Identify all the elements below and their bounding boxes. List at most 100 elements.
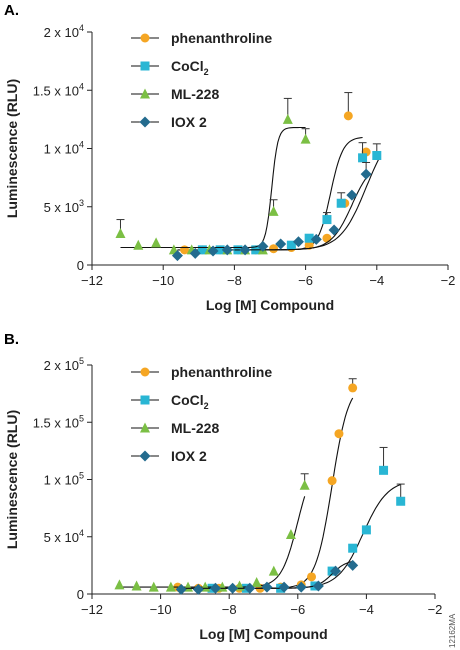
data-point bbox=[372, 150, 382, 160]
panel-label: B. bbox=[4, 331, 19, 348]
x-axis-title: Log [M] Compound bbox=[199, 626, 327, 642]
legend-label: ML-228 bbox=[171, 420, 219, 436]
y-tick-label: 1.5 x 105 bbox=[33, 413, 84, 430]
series-iox-2 bbox=[171, 161, 372, 262]
data-point bbox=[197, 245, 207, 255]
y-tick-label: 0 bbox=[77, 258, 84, 273]
data-point bbox=[115, 228, 126, 239]
fit-curve bbox=[120, 126, 306, 249]
y-tick-label: 2 x 104 bbox=[44, 23, 84, 40]
series-cocl2 bbox=[207, 446, 406, 593]
data-point bbox=[292, 236, 304, 248]
y-axis-title: Luminescence (RLU) bbox=[4, 79, 20, 218]
data-point bbox=[221, 244, 233, 256]
data-point bbox=[285, 528, 296, 539]
data-point bbox=[269, 244, 279, 254]
data-point bbox=[358, 153, 368, 163]
legend-label: CoCl2 bbox=[171, 392, 209, 411]
data-point bbox=[322, 215, 332, 225]
data-point bbox=[347, 559, 359, 571]
data-point bbox=[328, 224, 340, 236]
legend-label: IOX 2 bbox=[171, 114, 207, 130]
data-point bbox=[300, 133, 311, 144]
legend-label: IOX 2 bbox=[171, 448, 207, 464]
data-point bbox=[299, 479, 310, 490]
data-point bbox=[336, 198, 346, 208]
legend-marker bbox=[140, 61, 150, 71]
legend-label: phenanthroline bbox=[171, 364, 272, 380]
x-axis-title: Log [M] Compound bbox=[206, 297, 334, 313]
data-point bbox=[244, 582, 256, 594]
data-point bbox=[379, 465, 389, 475]
legend-marker bbox=[140, 33, 150, 43]
data-point bbox=[310, 233, 322, 245]
data-point bbox=[322, 233, 332, 243]
data-point bbox=[192, 583, 204, 595]
legend: phenanthroline CoCl2 ML-228 IOX 2 bbox=[131, 30, 272, 130]
y-tick-label: 1 x 104 bbox=[44, 140, 84, 157]
data-point bbox=[151, 237, 162, 248]
data-point bbox=[312, 580, 324, 592]
y-tick-label: 2 x 105 bbox=[44, 356, 84, 373]
chart-panel-1: A. −12 −10 −8 −6 −4 −2 0 5 x 103 1 x 104 1.5 x 104… bbox=[4, 2, 455, 313]
data-point bbox=[175, 583, 187, 595]
data-point bbox=[268, 205, 279, 216]
data-point bbox=[251, 577, 262, 588]
data-point bbox=[131, 580, 142, 591]
data-point bbox=[227, 582, 239, 594]
data-point bbox=[189, 247, 201, 259]
data-point bbox=[307, 572, 317, 582]
legend-label: phenanthroline bbox=[171, 30, 272, 46]
data-point bbox=[261, 581, 273, 593]
data-point bbox=[278, 581, 290, 593]
series-ml-228 bbox=[114, 473, 310, 592]
data-point bbox=[343, 111, 353, 121]
data-point bbox=[304, 233, 314, 243]
panel-label: A. bbox=[4, 2, 19, 19]
data-point bbox=[334, 429, 344, 439]
data-point bbox=[286, 240, 296, 250]
data-point bbox=[148, 581, 159, 592]
legend-label: ML-228 bbox=[171, 86, 219, 102]
x-tick-label: −10 bbox=[150, 602, 172, 617]
data-point bbox=[133, 239, 144, 250]
data-point bbox=[361, 525, 371, 535]
y-axis-title: Luminescence (RLU) bbox=[4, 410, 20, 549]
legend-marker bbox=[140, 88, 150, 99]
x-tick-label: −6 bbox=[298, 273, 313, 288]
legend: phenanthroline CoCl2 ML-228 IOX 2 bbox=[131, 364, 272, 464]
data-point bbox=[257, 240, 269, 252]
x-tick-label: −8 bbox=[227, 273, 242, 288]
legend-marker bbox=[140, 395, 150, 405]
y-tick-label: 1.5 x 104 bbox=[33, 81, 84, 98]
x-tick-label: −6 bbox=[290, 602, 305, 617]
data-point bbox=[348, 543, 358, 553]
x-tick-label: −2 bbox=[428, 602, 443, 617]
data-point bbox=[295, 581, 307, 593]
data-point bbox=[346, 189, 358, 201]
series-phenanthroline bbox=[173, 378, 358, 593]
x-tick-label: −4 bbox=[369, 273, 384, 288]
data-point bbox=[360, 168, 372, 180]
x-tick-label: −2 bbox=[441, 273, 456, 288]
fit-curve bbox=[234, 177, 367, 251]
x-tick-label: −12 bbox=[81, 602, 103, 617]
y-tick-label: 1 x 105 bbox=[44, 471, 84, 488]
legend-marker bbox=[139, 450, 151, 462]
fit-curve bbox=[212, 483, 401, 589]
data-point bbox=[348, 383, 358, 393]
data-point bbox=[268, 565, 279, 576]
data-point bbox=[207, 245, 219, 257]
y-tick-label: 5 x 103 bbox=[44, 198, 84, 215]
data-point bbox=[330, 565, 342, 577]
y-tick-label: 0 bbox=[77, 587, 84, 602]
x-tick-label: −10 bbox=[152, 273, 174, 288]
data-point bbox=[327, 476, 337, 486]
chart-panel-2: B. −12 −10 −8 −6 −4 −2 0 5 x 104 1 x 105 1.5 x 105… bbox=[4, 331, 442, 642]
y-tick-label: 5 x 104 bbox=[44, 528, 84, 545]
legend-marker bbox=[139, 116, 151, 128]
data-point bbox=[239, 244, 251, 256]
data-point bbox=[304, 240, 314, 250]
legend-marker bbox=[140, 422, 150, 433]
legend-marker bbox=[140, 367, 150, 377]
